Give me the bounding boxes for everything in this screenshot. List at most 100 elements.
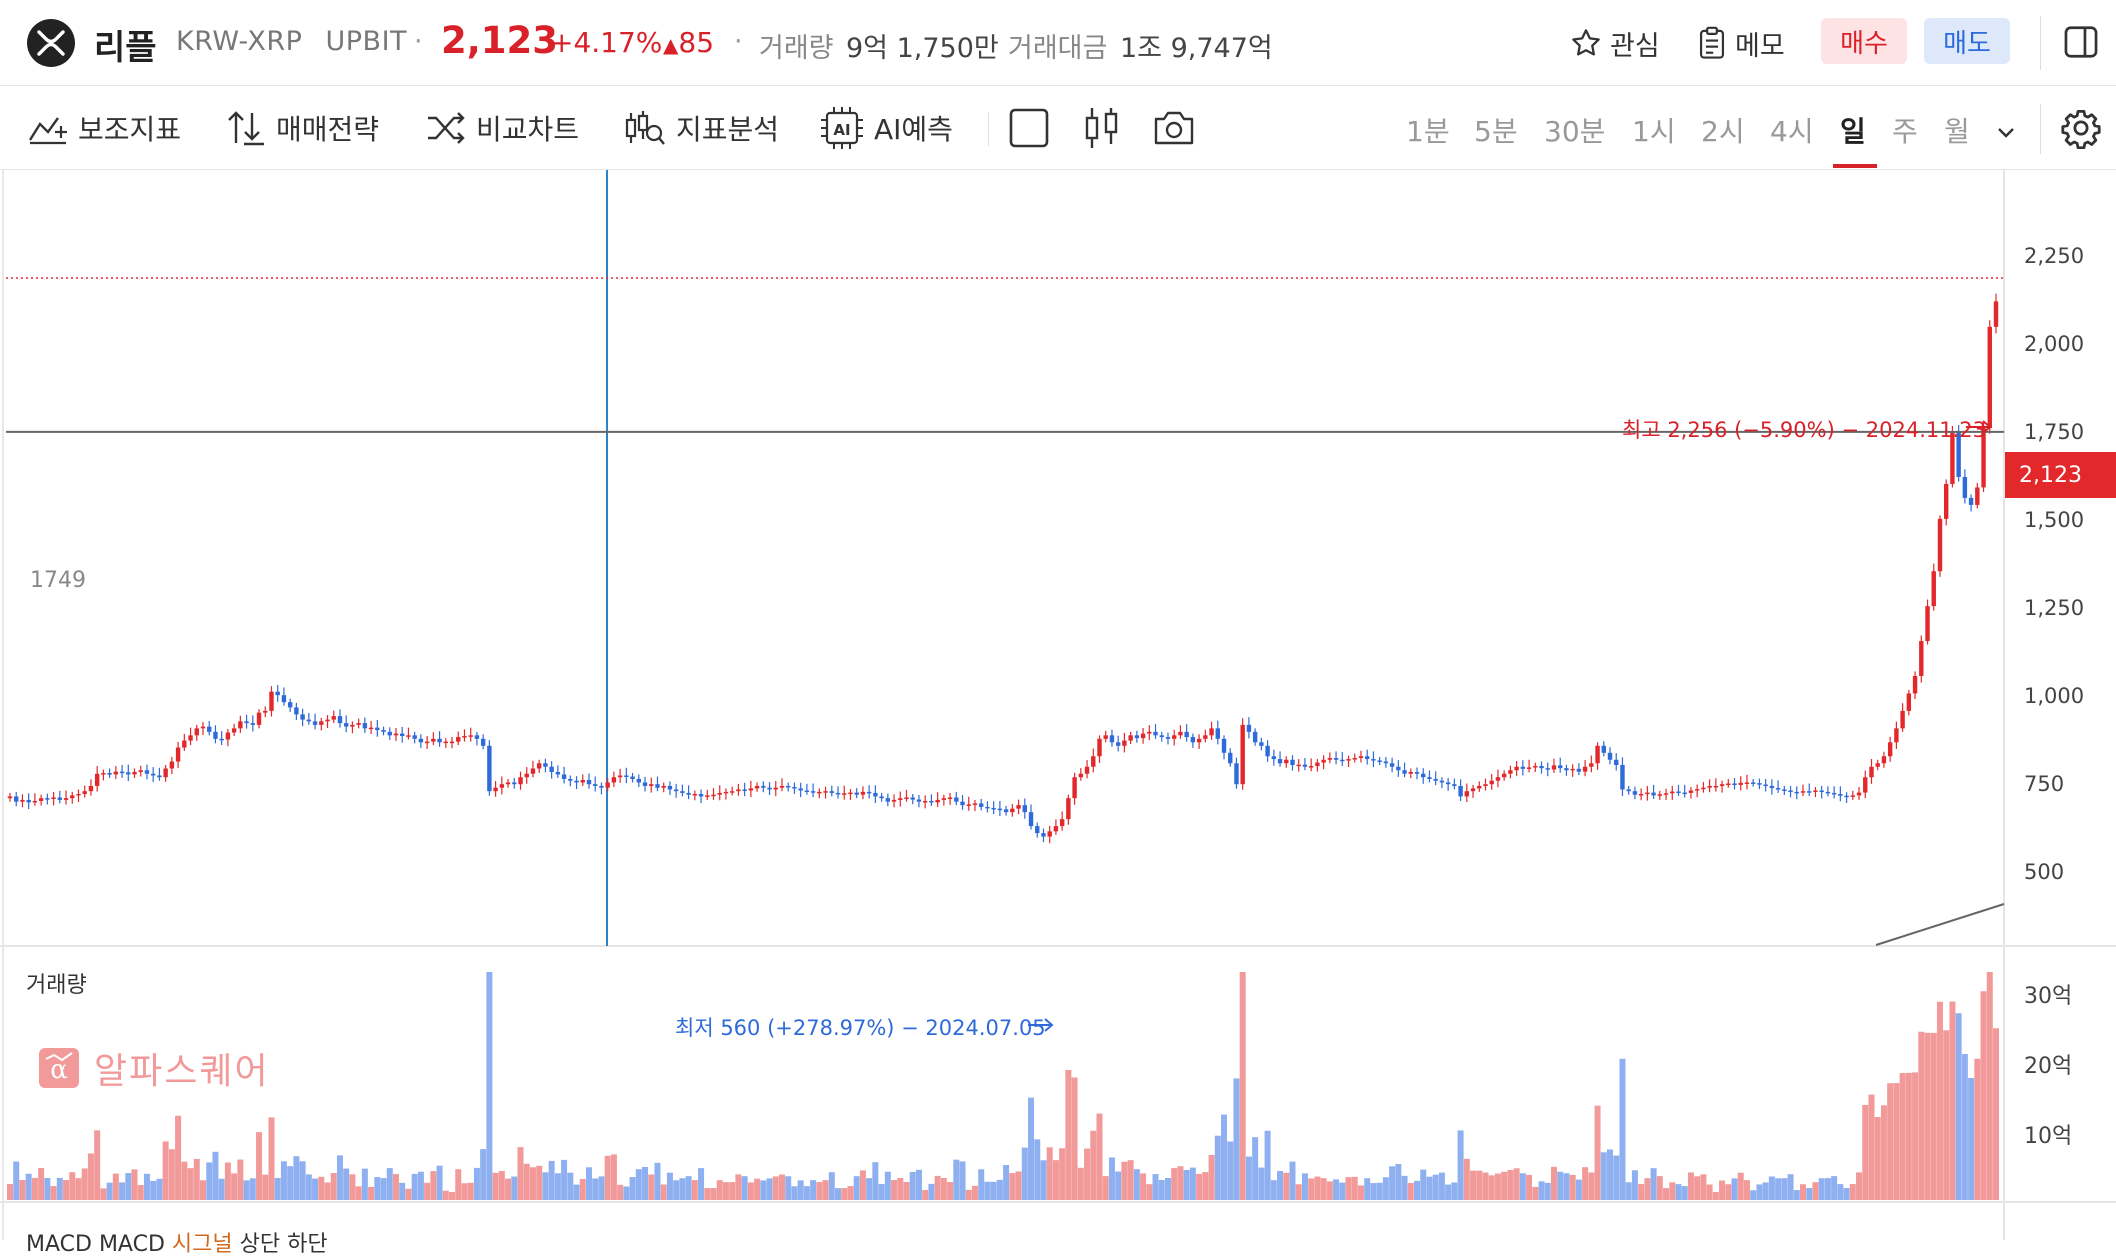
volume-bar (598, 1176, 605, 1200)
candle-body (325, 719, 330, 722)
volume-bar (1719, 1180, 1726, 1200)
compare-button[interactable]: 비교차트 (426, 106, 579, 150)
candle-body (1159, 735, 1164, 738)
volume-bar (1526, 1174, 1533, 1200)
volume-bar (934, 1175, 941, 1200)
candle-body (424, 741, 430, 744)
volume-bar (1457, 1130, 1464, 1200)
candle-body (1358, 756, 1364, 759)
candle-body (20, 799, 25, 802)
candle-body (1906, 693, 1912, 711)
candle-body (1122, 740, 1127, 746)
candle-body (717, 792, 722, 795)
volume-bar (803, 1186, 810, 1200)
volume-bar (523, 1163, 530, 1200)
volume-bar (31, 1177, 38, 1200)
candle-body (287, 702, 293, 708)
volume-bar (1638, 1184, 1645, 1200)
chart-type-button[interactable] (1082, 106, 1132, 150)
candle-body (1022, 805, 1027, 813)
strategy-button[interactable]: 매매전략 (226, 106, 379, 150)
indicator-button[interactable]: 보조지표 (28, 106, 181, 150)
candle-body (580, 780, 585, 783)
volume-bar (1351, 1176, 1358, 1200)
volume-bar (778, 1174, 785, 1200)
timeframe-day[interactable]: 일 (1840, 115, 1866, 148)
trend-line[interactable] (1875, 903, 2005, 946)
volume-bar (1532, 1186, 1539, 1200)
xrp-logo-icon (27, 19, 75, 67)
candle-body (1234, 763, 1239, 785)
volume-bar (106, 1182, 113, 1200)
volume-bar (424, 1182, 431, 1200)
price-chart[interactable] (0, 170, 2116, 1240)
watchlist-button[interactable]: 관심 (1570, 22, 1660, 64)
candle-body (922, 800, 928, 803)
volume-bar (100, 1188, 107, 1200)
candle-body (1620, 765, 1625, 790)
volume-bar (274, 1177, 281, 1200)
memo-button[interactable]: 메모 (1697, 22, 1785, 64)
volume-bar (1364, 1178, 1371, 1200)
timeframe-30m[interactable]: 30분 (1544, 115, 1606, 148)
volume-bar (1308, 1178, 1315, 1200)
volume-bar (554, 1173, 561, 1200)
sell-button[interactable]: 매도 (1924, 18, 2010, 64)
volume-bar (1065, 1070, 1072, 1200)
candle-body (1813, 790, 1818, 792)
candle-body (1657, 794, 1663, 796)
timeframe-1m[interactable]: 1분 (1406, 115, 1450, 148)
candle-body (1445, 782, 1451, 785)
volume-bar (866, 1178, 873, 1200)
volume-bar (1993, 1028, 1999, 1200)
timeframe-1h[interactable]: 1시 (1632, 115, 1676, 148)
volume-bar (772, 1176, 779, 1200)
chart-area[interactable]: α 알파스퀘어 1749 최고 2,256 (−5.90%) − 2024.11… (0, 170, 2116, 1240)
timeframe-month[interactable]: 월 (1944, 115, 1970, 148)
candle-body (723, 791, 729, 794)
volume-bar (1955, 1013, 1962, 1200)
volume-bar (691, 1180, 698, 1200)
volume-bar (399, 1182, 406, 1200)
volume-bar (1575, 1179, 1582, 1200)
square-icon (1009, 108, 1049, 148)
candle-body (1340, 759, 1345, 762)
buy-button[interactable]: 매수 (1821, 18, 1907, 64)
volume-bar (797, 1180, 804, 1200)
candle-body (393, 733, 399, 736)
timeframe-4h[interactable]: 4시 (1770, 115, 1814, 148)
volume-bar (1395, 1164, 1402, 1200)
candle-body (536, 763, 542, 769)
candle-body (1377, 760, 1382, 762)
volume-bar (915, 1169, 922, 1200)
screenshot-button[interactable] (1152, 106, 1206, 150)
volume-bar (585, 1167, 592, 1200)
volume-bar (405, 1188, 412, 1200)
settings-button[interactable] (2060, 106, 2112, 150)
timeframe-week[interactable]: 주 (1892, 115, 1918, 148)
drawing-box-button[interactable] (1008, 106, 1060, 150)
volume-bar (1426, 1176, 1433, 1200)
volume-bar (1239, 972, 1246, 1200)
volume-bar (193, 1158, 200, 1200)
candle-body (1794, 791, 1799, 794)
ai-forecast-button[interactable]: AI AI예측 (820, 106, 953, 150)
volume-bar (143, 1173, 150, 1200)
candle-body (1682, 792, 1687, 795)
candle-body (1589, 763, 1594, 767)
candle-body (904, 797, 909, 799)
candle-body (773, 787, 778, 790)
volume-bar (1090, 1130, 1097, 1200)
volume-bar (1115, 1171, 1122, 1200)
timeframe-dropdown[interactable] (1994, 110, 2028, 154)
candle-body (1464, 791, 1470, 797)
analysis-button[interactable]: 지표분석 (624, 106, 779, 150)
side-panel-toggle-icon[interactable] (2062, 23, 2100, 65)
volume-bar (1793, 1190, 1800, 1200)
volume-value: 9억 1,750만 (846, 33, 999, 64)
candle-body (1925, 606, 1930, 642)
timeframe-5m[interactable]: 5분 (1474, 115, 1518, 148)
candle-body (238, 721, 243, 729)
timeframe-2h[interactable]: 2시 (1701, 115, 1745, 148)
volume-bar (56, 1177, 63, 1200)
